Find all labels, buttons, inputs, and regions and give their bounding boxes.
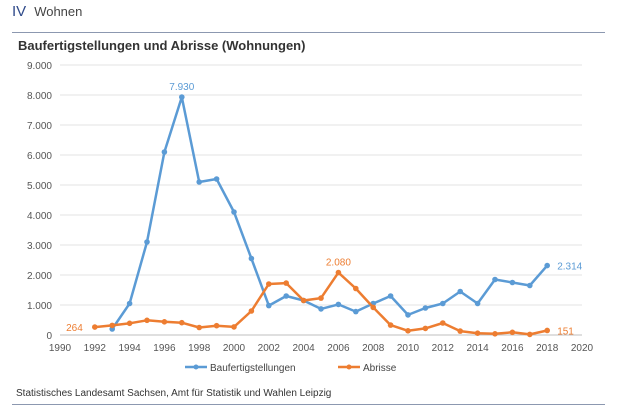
- data-point: [126, 300, 133, 307]
- legend-marker: [346, 364, 352, 370]
- data-point: [144, 317, 150, 324]
- x-tick-label: 1994: [118, 343, 141, 354]
- x-tick-label: 2012: [432, 343, 455, 354]
- data-point: [405, 312, 411, 318]
- data-point: [161, 319, 168, 325]
- data-label: 264: [66, 323, 83, 334]
- source-note: Statistisches Landesamt Sachsen, Amt für…: [16, 388, 332, 399]
- data-point: [457, 288, 464, 295]
- x-tick-label: 2008: [362, 343, 385, 354]
- x-tick-label: 1990: [49, 343, 72, 354]
- x-tick-label: 2018: [536, 343, 559, 354]
- x-tick-label: 2002: [258, 343, 281, 354]
- data-point: [474, 330, 481, 337]
- data-point: [196, 179, 202, 185]
- data-point: [544, 327, 550, 334]
- data-point: [405, 328, 411, 334]
- y-tick-label: 3.000: [27, 241, 52, 252]
- data-point: [213, 322, 220, 329]
- y-tick-label: 6.000: [27, 151, 52, 162]
- y-tick-label: 9.000: [27, 61, 52, 72]
- data-point: [474, 300, 481, 307]
- data-point: [457, 328, 464, 334]
- data-point: [387, 322, 394, 328]
- data-point: [318, 306, 324, 312]
- data-point: [353, 285, 359, 292]
- y-tick-label: 8.000: [27, 91, 52, 102]
- x-tick-label: 2010: [397, 343, 420, 354]
- chart-title: Baufertigstellungen und Abrisse (Wohnung…: [18, 38, 306, 53]
- data-point: [126, 320, 133, 327]
- data-point: [283, 293, 290, 299]
- data-point: [422, 325, 429, 332]
- data-point: [196, 324, 202, 331]
- data-point: [231, 324, 237, 330]
- y-tick-label: 7.000: [27, 121, 52, 132]
- data-point: [109, 322, 115, 329]
- data-point: [335, 269, 342, 276]
- y-tick-label: 2.000: [27, 271, 52, 282]
- footer-divider: [12, 404, 605, 405]
- data-point: [527, 331, 533, 338]
- section-header: IV Wohnen: [12, 3, 82, 20]
- data-point: [492, 331, 498, 337]
- series-line-0: [111, 95, 549, 330]
- x-tick-label: 2000: [223, 343, 246, 354]
- data-point: [248, 255, 255, 262]
- data-point: [161, 149, 168, 155]
- data-label: 151: [557, 326, 574, 337]
- data-point: [283, 280, 290, 286]
- data-point: [248, 308, 255, 314]
- data-point: [144, 239, 150, 245]
- data-label: 2.080: [326, 258, 351, 269]
- y-tick-label: 4.000: [27, 211, 52, 222]
- legend-marker: [193, 364, 199, 370]
- section-number: IV: [12, 3, 27, 20]
- data-point: [179, 94, 185, 100]
- x-tick-label: 1996: [153, 343, 176, 354]
- data-point: [300, 297, 307, 304]
- data-point: [509, 329, 516, 336]
- data-point: [353, 308, 359, 315]
- x-tick-label: 2020: [571, 343, 594, 354]
- data-point: [440, 300, 446, 307]
- x-tick-label: 2004: [292, 343, 315, 354]
- data-label: 7.930: [169, 82, 194, 93]
- data-label: 2.314: [557, 262, 582, 273]
- data-point: [492, 276, 498, 283]
- legend-label: Abrisse: [363, 363, 397, 374]
- data-point: [179, 319, 185, 326]
- data-point: [318, 295, 324, 301]
- data-point: [527, 282, 533, 289]
- data-point: [92, 324, 98, 330]
- y-tick-label: 0: [46, 331, 52, 342]
- data-point: [335, 301, 342, 308]
- data-point: [387, 293, 394, 299]
- x-tick-label: 2006: [327, 343, 350, 354]
- y-tick-label: 5.000: [27, 181, 52, 192]
- data-point: [370, 304, 377, 311]
- data-point: [440, 320, 446, 326]
- data-point: [266, 281, 272, 287]
- data-point: [213, 176, 220, 182]
- data-point: [422, 305, 429, 311]
- legend-label: Baufertigstellungen: [210, 363, 296, 374]
- data-point: [266, 302, 272, 309]
- header-divider: [12, 32, 605, 33]
- data-point: [544, 262, 550, 269]
- data-point: [231, 209, 237, 215]
- section-title: Wohnen: [34, 4, 83, 19]
- data-point: [509, 279, 516, 286]
- x-tick-label: 1998: [188, 343, 211, 354]
- x-tick-label: 2014: [466, 343, 489, 354]
- x-tick-label: 2016: [501, 343, 524, 354]
- x-tick-label: 1992: [84, 343, 107, 354]
- y-tick-label: 1.000: [27, 301, 52, 312]
